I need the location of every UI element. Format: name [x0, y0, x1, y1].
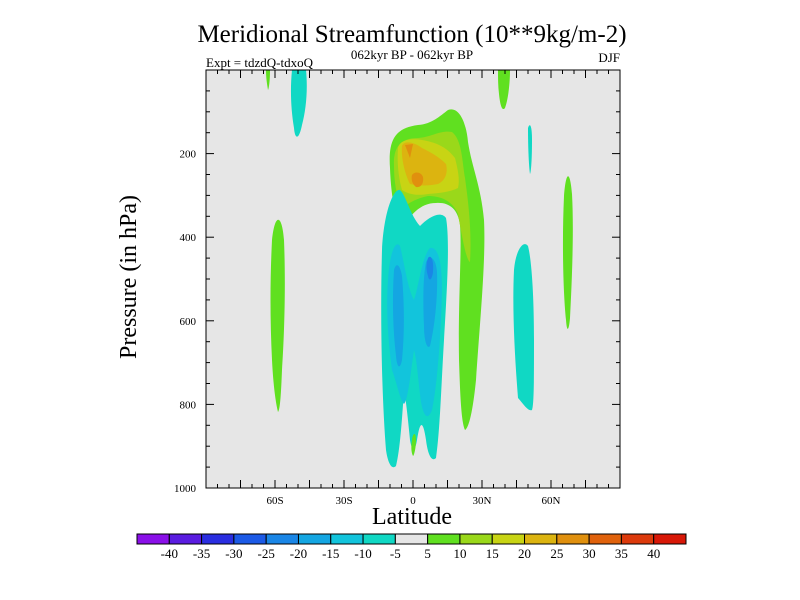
contour-pos5-equator-fleck [411, 434, 416, 456]
colorbar-swatch [168, 533, 203, 545]
contour-neg5-50n-fleck [528, 125, 532, 174]
y-tick-label: 800 [180, 399, 197, 411]
colorbar-label: -5 [390, 546, 401, 561]
colorbar-swatch [588, 533, 622, 545]
colorbar-swatch [362, 533, 396, 545]
contour-pos25-core-a [405, 144, 413, 158]
chart-subtitle: 062kyr BP - 062kyr BP [351, 47, 473, 62]
colorbar-swatch [201, 533, 235, 545]
colorbar-swatch [233, 533, 267, 545]
colorbar-label: 40 [647, 546, 660, 561]
colorbar-swatch [653, 533, 687, 545]
colorbar-swatch [459, 533, 493, 545]
y-tick-label: 200 [180, 149, 197, 161]
colorbar-swatch [427, 533, 461, 545]
contour-neg5-45n [513, 244, 534, 411]
y-tick-label: 600 [180, 316, 197, 328]
colorbar-swatch [297, 533, 332, 545]
contour-neg20-equatorial [426, 256, 434, 280]
colorbar-swatch [265, 533, 299, 545]
contour-pos25-core-b [411, 172, 424, 188]
colorbar-swatch [620, 533, 655, 545]
colorbar-label: -25 [258, 546, 275, 561]
colorbar-label: -30 [225, 546, 242, 561]
colorbar-label: -40 [161, 546, 178, 561]
contour-neg5-49s [290, 70, 307, 137]
x-tick-label: 30N [473, 495, 492, 507]
colorbar-swatch [136, 533, 170, 545]
colorbar-swatch [556, 533, 590, 545]
colorbar-label: 10 [453, 546, 466, 561]
colorbar-label: -10 [354, 546, 371, 561]
contour-pos5-62s-top [266, 70, 270, 90]
colorbar-label: -35 [193, 546, 210, 561]
colorbar-swatch [330, 533, 364, 545]
x-tick-label: 30S [335, 495, 352, 507]
colorbar-swatch [524, 533, 558, 545]
experiment-label: Expt = tdzdQ-tdxoQ [206, 55, 314, 70]
contour-pos5-62s [270, 219, 285, 412]
colorbar-label: -20 [290, 546, 307, 561]
contour-pos5-69n [562, 176, 573, 329]
colorbar-label: 25 [550, 546, 563, 561]
colorbar: -40 -35 -30 -25 -20 -15 -10 -5 5 10 15 20 25 30 35 40 [136, 533, 687, 561]
colorbar-label: 20 [518, 546, 531, 561]
contour-neg15-equatorial-b [423, 257, 438, 347]
y-axis-label: Pressure (in hPa) [116, 195, 142, 359]
x-tick-label: 0 [410, 495, 416, 507]
axis-ticks: 60S 30S 0 30N 60N 200 400 600 800 1000 [174, 70, 620, 507]
colorbar-label: 15 [486, 546, 499, 561]
y-tick-label: 1000 [174, 483, 197, 495]
x-tick-label: 60S [266, 495, 283, 507]
colorbar-label: 30 [583, 546, 596, 561]
colorbar-swatch [491, 533, 526, 545]
colorbar-label: -15 [322, 546, 339, 561]
chart-title: Meridional Streamfunction (10**9kg/m-2) [197, 21, 626, 48]
colorbar-swatch [394, 533, 429, 545]
x-tick-label: 60N [542, 495, 561, 507]
y-tick-label: 400 [180, 232, 197, 244]
colorbar-label: 5 [424, 546, 431, 561]
colorbar-label: 35 [615, 546, 628, 561]
season-label: DJF [598, 50, 620, 65]
contour-neg15-equatorial [392, 265, 404, 367]
x-axis-label: Latitude [372, 504, 452, 530]
contour-pos5-40n-top [498, 70, 510, 110]
contour-fields [266, 70, 573, 468]
